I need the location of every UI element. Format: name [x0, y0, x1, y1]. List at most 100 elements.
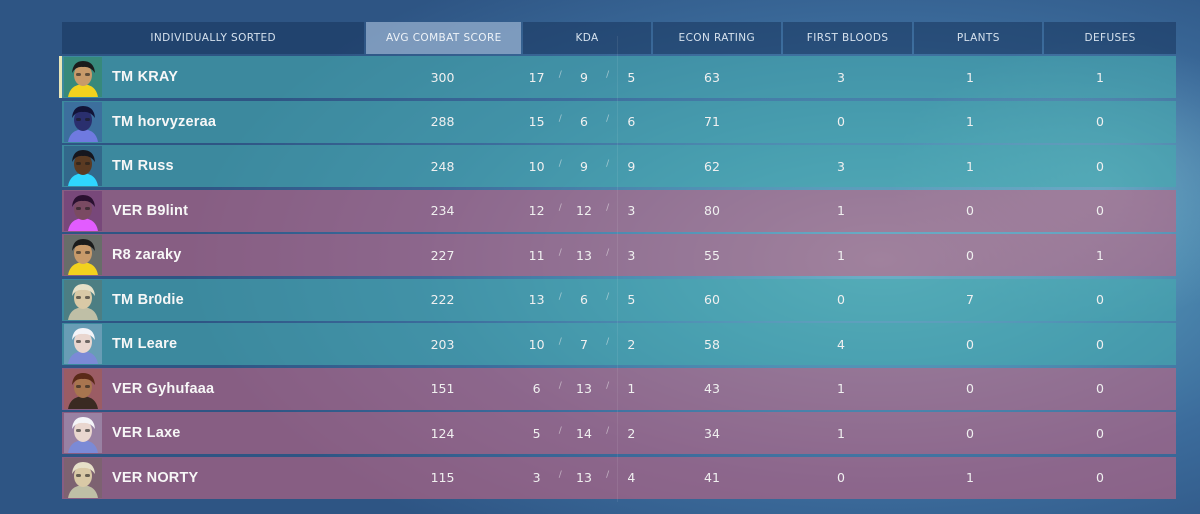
deaths-value: 7: [579, 336, 588, 352]
defuses-value: 0: [1096, 381, 1104, 396]
player-row[interactable]: TM Leare 203 10 / 7 / 2 58 4 0 0: [62, 323, 1176, 365]
plants-value: 1: [966, 470, 974, 485]
column-header-defuses[interactable]: DEFUSES: [1044, 22, 1176, 54]
kda-cell: 15 / 6 / 6: [520, 101, 648, 143]
player-row[interactable]: R8 zaraky 227 11 / 13 / 3 55 1 0 1: [62, 234, 1176, 276]
kda-cell: 17 / 9 / 5: [520, 56, 648, 98]
player-name-cell: VER B9lint: [62, 190, 365, 232]
kda-separator: /: [606, 203, 610, 213]
deaths-value: 12: [576, 203, 592, 218]
deaths-value: 9: [579, 158, 588, 174]
column-header-first-bloods[interactable]: FIRST BLOODS: [782, 22, 913, 54]
deaths-value: 6: [579, 114, 588, 129]
player-row[interactable]: VER Gyhufaaa 151 6 / 13 / 1 43 1 0 0: [62, 367, 1176, 410]
econ-value: 55: [704, 247, 720, 263]
kda-separator: /: [606, 292, 610, 302]
kayo-icon: [64, 368, 102, 409]
kills-value: 6: [532, 381, 541, 396]
player-name-cell: TM Br0die: [62, 279, 365, 321]
player-row[interactable]: TM horvyzeraa 288 15 / 6 / 6 71 0 1 0: [62, 100, 1176, 143]
sort-mode-button[interactable]: INDIVIDUALLY SORTED: [62, 22, 365, 54]
kda-cell: 5 / 14 / 2: [520, 412, 648, 454]
econ-value: 43: [704, 381, 720, 396]
acs-value: 203: [430, 336, 455, 352]
sova-icon: [64, 457, 102, 498]
plants-value: 1: [966, 69, 974, 85]
kda-separator: /: [606, 470, 610, 480]
player-name: TM Br0die: [112, 291, 184, 308]
column-header-kda[interactable]: KDA: [523, 22, 651, 54]
defuses-value: 0: [1096, 470, 1104, 485]
column-header-econ[interactable]: ECON RATING: [652, 22, 781, 54]
defuses-value: 0: [1096, 158, 1104, 174]
defuses-value: 0: [1096, 292, 1104, 307]
kills-value: 11: [528, 247, 545, 263]
kills-value: 12: [528, 203, 545, 218]
kda-separator: /: [606, 114, 610, 124]
kda-separator: /: [606, 158, 610, 169]
kda-cell: 13 / 6 / 5: [520, 279, 648, 321]
assists-value: 3: [627, 203, 636, 218]
first-bloods-value: 0: [837, 292, 845, 307]
first-bloods-value: 3: [837, 69, 845, 85]
player-row[interactable]: VER B9lint 234 12 / 12 / 3 80 1 0 0: [62, 189, 1176, 232]
econ-value: 60: [704, 292, 720, 307]
plants-value: 0: [966, 381, 974, 396]
first-bloods-value: 0: [837, 114, 845, 129]
defuses-value: 0: [1096, 114, 1104, 129]
kills-value: 10: [528, 158, 545, 174]
econ-value: 58: [704, 336, 720, 352]
kda-separator: /: [606, 425, 610, 436]
scoreboard-header: INDIVIDUALLY SORTED AVG COMBAT SCORE KDA…: [62, 22, 1176, 54]
kda-separator: /: [558, 114, 562, 124]
deaths-value: 13: [576, 247, 592, 263]
player-row[interactable]: VER Laxe 124 5 / 14 / 2 34 1 0 0: [62, 412, 1176, 454]
kda-separator: /: [558, 425, 562, 436]
plants-value: 0: [966, 203, 974, 218]
omen-icon: [64, 101, 102, 142]
player-name-cell: VER Gyhufaaa: [62, 368, 365, 410]
player-name-cell: TM horvyzeraa: [62, 101, 365, 143]
econ-value: 71: [704, 114, 720, 129]
kda-separator: /: [558, 247, 562, 258]
reyna-icon: [64, 190, 102, 231]
econ-value: 62: [704, 158, 720, 174]
plants-value: 0: [966, 425, 974, 441]
acs-value: 124: [430, 425, 455, 441]
assists-value: 1: [627, 381, 636, 396]
defuses-value: 0: [1096, 203, 1104, 218]
player-name: VER NORTY: [112, 469, 199, 486]
column-header-plants[interactable]: PLANTS: [914, 22, 1043, 54]
kda-separator: /: [558, 470, 562, 480]
player-row[interactable]: TM KRAY 300 17 / 9 / 5 63 3 1 1: [59, 56, 1176, 98]
kills-value: 3: [532, 470, 541, 485]
deaths-value: 6: [579, 292, 588, 307]
kda-cell: 10 / 7 / 2: [520, 323, 648, 365]
deaths-value: 14: [576, 425, 592, 441]
kda-separator: /: [606, 336, 610, 347]
scoreboard: INDIVIDUALLY SORTED AVG COMBAT SCORE KDA…: [59, 22, 1176, 501]
player-name-cell: VER Laxe: [62, 412, 365, 454]
assists-value: 9: [627, 158, 636, 174]
econ-value: 63: [704, 69, 720, 85]
column-header-acs[interactable]: AVG COMBAT SCORE: [366, 22, 522, 54]
acs-value: 151: [430, 381, 455, 396]
kills-value: 13: [528, 292, 545, 307]
first-bloods-value: 1: [837, 425, 845, 441]
defuses-value: 0: [1096, 425, 1104, 441]
jett-icon: [64, 413, 102, 453]
first-bloods-value: 4: [837, 336, 845, 352]
econ-value: 80: [704, 203, 720, 218]
acs-value: 300: [430, 69, 455, 85]
assists-value: 3: [627, 247, 636, 263]
player-row[interactable]: TM Russ 248 10 / 9 / 9 62 3 1 0: [62, 145, 1176, 187]
player-row[interactable]: VER NORTY 115 3 / 13 / 4 41 0 1 0: [62, 456, 1176, 499]
kills-value: 5: [532, 425, 541, 441]
first-bloods-value: 1: [837, 203, 845, 218]
player-name: TM KRAY: [112, 69, 179, 85]
defuses-value: 1: [1096, 247, 1104, 263]
first-bloods-value: 0: [837, 470, 845, 485]
player-name: TM Leare: [112, 336, 178, 352]
deaths-value: 9: [579, 69, 588, 85]
player-row[interactable]: TM Br0die 222 13 / 6 / 5 60 0 7 0: [62, 278, 1176, 321]
